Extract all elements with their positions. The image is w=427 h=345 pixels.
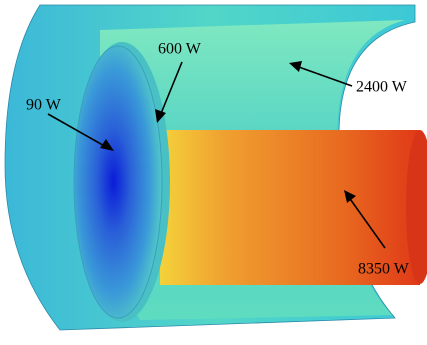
label: 8350 W (358, 261, 410, 278)
label: 600 W (158, 41, 202, 58)
label: 2400 W (356, 79, 408, 96)
render: 90 W 600 W 2400 W 8350 W (0, 0, 427, 345)
disk (74, 42, 170, 322)
label: 90 W (26, 97, 62, 114)
